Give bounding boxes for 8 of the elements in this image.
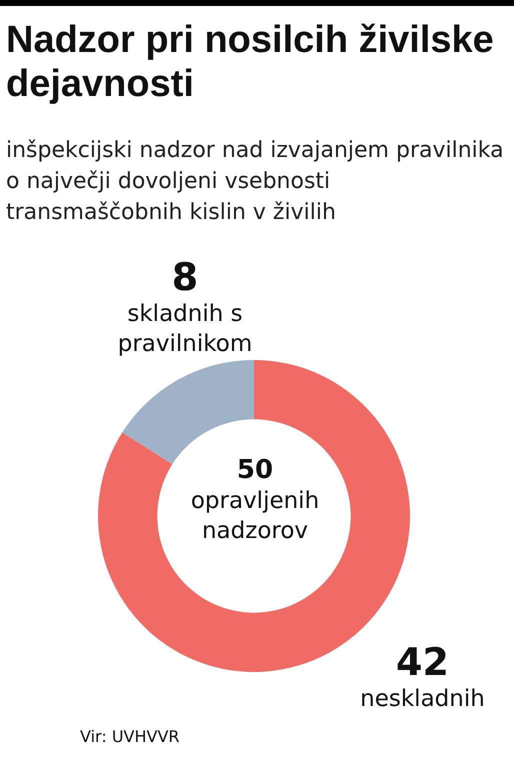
slice-label: skladnih s pravilnikom — [118, 301, 252, 357]
slice-label: neskladnih — [360, 686, 485, 712]
data-label: 8 — [170, 255, 200, 299]
data-label: 42 — [395, 640, 450, 684]
text: 50 opravljenih nadzorov — [190, 455, 320, 546]
chart-title: Nadzor pri nosilcih živilske dejavnosti — [6, 18, 495, 106]
chart-subtitle: inšpekcijski nadzor nad izvajanjem pravilnika o največji dovoljeni vsebnosti transmaščobnih kislin v živilih — [6, 137, 505, 227]
text: Vir: UVHVVR — [80, 727, 180, 746]
